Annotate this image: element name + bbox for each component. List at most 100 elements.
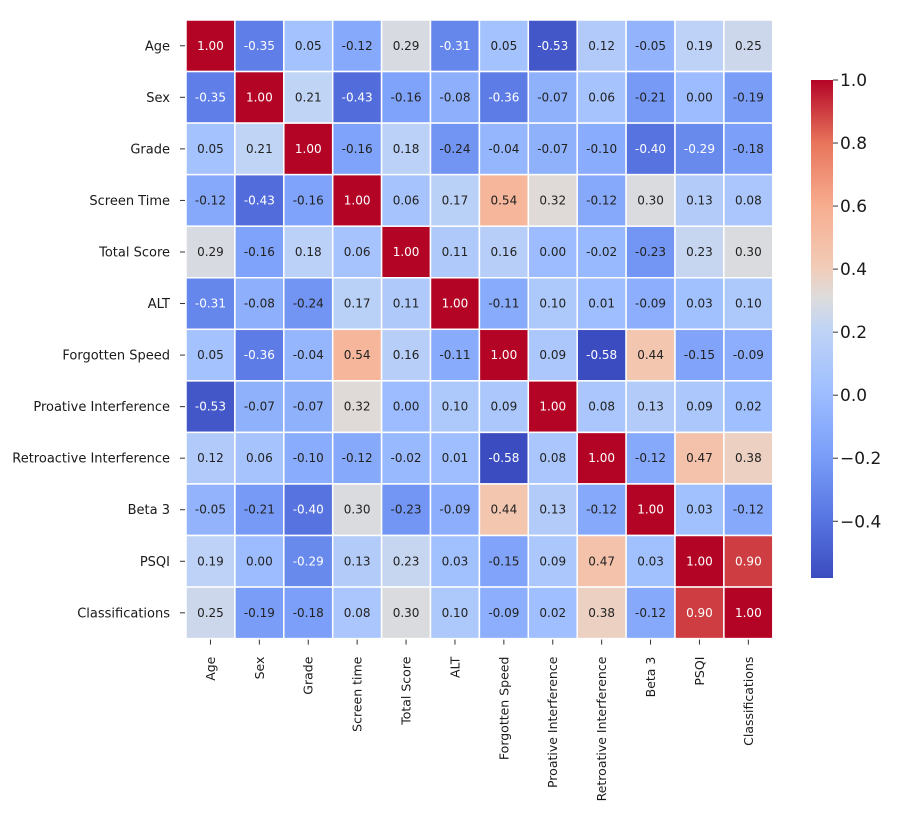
heatmap-cell-value: 0.00 — [686, 90, 713, 104]
heatmap-cell-value: 0.13 — [637, 400, 664, 414]
heatmap-cell-value: -0.02 — [391, 451, 422, 465]
heatmap-cell-value: 0.03 — [686, 297, 713, 311]
heatmap-cell — [429, 277, 481, 331]
heatmap-cell-value: 0.08 — [588, 400, 615, 414]
heatmap-cell — [429, 225, 481, 279]
heatmap-cell-value: 0.47 — [686, 451, 713, 465]
heatmap-cell-value: 0.02 — [539, 606, 566, 620]
row-label: Retroactive Interference — [12, 452, 170, 467]
heatmap-cell-value: 0.44 — [637, 348, 664, 362]
heatmap-cell-value: -0.11 — [439, 348, 470, 362]
heatmap-cell-value: 0.30 — [344, 503, 371, 517]
heatmap-cell-value: -0.12 — [635, 606, 666, 620]
heatmap-cell — [185, 431, 236, 485]
heatmap-cell-values: 1.00 -0.35 0.05 -0.12 0.29 -0.31 0.05 -0.53 0.12… — [195, 39, 764, 620]
heatmap-cell — [527, 70, 578, 124]
heatmap-cell — [625, 173, 676, 227]
heatmap-cell-value: 0.16 — [490, 245, 517, 259]
colorbar-tick-label: 0.2 — [840, 323, 867, 343]
column-label: Total Score — [399, 656, 414, 725]
heatmap-cell-value: -0.53 — [195, 400, 226, 414]
heatmap-cell — [576, 173, 627, 227]
heatmap-cell — [478, 586, 530, 640]
heatmap-cell-value: 0.05 — [295, 39, 322, 53]
heatmap-cell-value: -0.09 — [733, 348, 764, 362]
heatmap-cell — [478, 431, 530, 485]
heatmap-cell — [234, 225, 285, 279]
heatmap-cell — [380, 586, 432, 640]
heatmap-cell-value: 0.25 — [735, 39, 762, 53]
colorbar-gradient — [811, 80, 833, 578]
heatmap-cell-value: 0.02 — [735, 400, 762, 414]
heatmap-cell-value: 0.05 — [490, 39, 517, 53]
heatmap-cell-value: -0.09 — [488, 606, 519, 620]
heatmap-cell-value: 0.13 — [686, 193, 713, 207]
heatmap-cell-value: -0.40 — [293, 503, 324, 517]
heatmap-cell — [380, 328, 432, 382]
heatmap-cell-value: -0.19 — [733, 90, 764, 104]
colorbar-tick-label: 1.0 — [840, 71, 867, 91]
heatmap-cell-value: 0.11 — [393, 297, 420, 311]
heatmap-cell-value: -0.12 — [635, 451, 666, 465]
heatmap-cell-value: 0.47 — [588, 554, 615, 568]
heatmap-cell-value: -0.12 — [342, 451, 373, 465]
heatmap-cell-value: 0.13 — [344, 554, 371, 568]
heatmap-cell-value: -0.18 — [733, 142, 764, 156]
heatmap-cell — [478, 277, 530, 331]
heatmap-cell-value: 0.21 — [246, 142, 273, 156]
heatmap-cell-value: -0.35 — [195, 90, 226, 104]
colorbar-tick-label: −0.2 — [840, 449, 881, 469]
heatmap-cell-value: -0.07 — [293, 400, 324, 414]
heatmap-cell-value: 0.90 — [735, 554, 762, 568]
heatmap-cell-value: -0.07 — [537, 142, 568, 156]
heatmap-cell — [723, 122, 774, 176]
heatmap-cell-value: 0.30 — [637, 193, 664, 207]
heatmap-cell — [478, 328, 530, 382]
heatmap-cell-value: -0.12 — [733, 503, 764, 517]
heatmap-cell — [527, 19, 578, 73]
heatmap-cell-value: 0.06 — [393, 193, 420, 207]
heatmap-cell-value: 0.17 — [442, 193, 469, 207]
heatmap-cell-value: 0.06 — [588, 90, 615, 104]
heatmap-cell — [380, 122, 432, 176]
heatmap-cell-value: -0.09 — [635, 297, 666, 311]
heatmap-cell-value: 1.00 — [686, 554, 713, 568]
heatmap-cell-value: 0.16 — [393, 348, 420, 362]
heatmap-cell — [429, 534, 481, 588]
heatmap-cell-value: 1.00 — [735, 606, 762, 620]
heatmap-cell-value: 0.00 — [246, 554, 273, 568]
heatmap-cell — [723, 70, 774, 124]
heatmap-cell — [478, 380, 530, 434]
heatmap-cell-value: -0.05 — [635, 39, 666, 53]
heatmap-cell-value: 1.00 — [246, 90, 273, 104]
heatmap-cell — [723, 173, 774, 227]
heatmap-cell — [331, 328, 383, 382]
heatmap-cell-value: 0.06 — [344, 245, 371, 259]
heatmap-cell-value: -0.02 — [586, 245, 617, 259]
heatmap-cell-value: -0.31 — [439, 39, 470, 53]
colorbar-tick-label: 0.6 — [840, 197, 867, 217]
heatmap-cell — [674, 173, 725, 227]
heatmap-cell-value: 0.23 — [686, 245, 713, 259]
heatmap-cell — [625, 19, 676, 73]
heatmap-cell-value: -0.21 — [635, 90, 666, 104]
column-label: Classifications — [741, 657, 756, 746]
heatmap-cell — [331, 483, 383, 537]
row-label: Beta 3 — [128, 503, 170, 518]
row-label: Forgotten Speed — [62, 349, 170, 364]
heatmap-cell-value: 0.38 — [588, 606, 615, 620]
heatmap-cell — [283, 431, 334, 485]
heatmap-cell-value: 0.12 — [197, 451, 224, 465]
heatmap-cell-value: 1.00 — [637, 503, 664, 517]
heatmap-cell-value: -0.09 — [439, 503, 470, 517]
heatmap-cell-value: -0.31 — [195, 297, 226, 311]
heatmap-cell-value: -0.16 — [244, 245, 275, 259]
column-label: ALT — [447, 656, 462, 678]
heatmap-cell-value: 0.29 — [393, 39, 420, 53]
colorbar-tick-label: 0.8 — [840, 134, 867, 154]
heatmap-cell-value: 1.00 — [588, 451, 615, 465]
column-label: Proative Interference — [545, 656, 560, 788]
heatmap-cell — [527, 225, 578, 279]
heatmap-cell-value: -0.35 — [244, 39, 275, 53]
